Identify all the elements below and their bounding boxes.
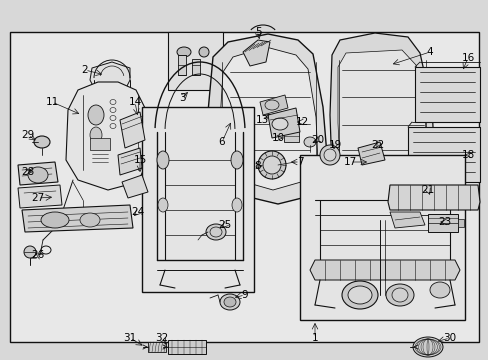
Text: 31: 31 (123, 333, 136, 343)
Ellipse shape (231, 198, 242, 212)
Bar (178, 55, 185, 75)
Text: 12: 12 (295, 117, 308, 127)
Ellipse shape (263, 156, 281, 174)
Bar (142, 107, 253, 292)
Text: 23: 23 (437, 217, 451, 227)
Polygon shape (66, 82, 148, 190)
Ellipse shape (385, 284, 413, 306)
Ellipse shape (324, 149, 335, 161)
Ellipse shape (80, 213, 100, 227)
Bar (414, 67, 479, 122)
Text: 10: 10 (271, 133, 284, 143)
Polygon shape (122, 175, 148, 198)
Text: 6: 6 (218, 137, 225, 147)
Text: 29: 29 (21, 130, 35, 140)
Text: 8: 8 (254, 161, 261, 171)
Text: 27: 27 (31, 193, 44, 203)
Text: 19: 19 (328, 140, 341, 150)
Text: 13: 13 (255, 115, 268, 125)
Bar (192, 59, 200, 75)
Text: 26: 26 (31, 250, 44, 260)
Polygon shape (207, 34, 327, 204)
Text: 14: 14 (128, 97, 142, 107)
Text: 11: 11 (45, 97, 59, 107)
Text: 24: 24 (131, 207, 144, 217)
Ellipse shape (157, 151, 169, 169)
Polygon shape (325, 155, 407, 182)
Text: 9: 9 (241, 290, 248, 300)
Ellipse shape (341, 281, 377, 309)
Text: 18: 18 (461, 150, 474, 160)
Text: 20: 20 (311, 135, 324, 145)
Text: 1: 1 (311, 333, 318, 343)
Polygon shape (118, 148, 142, 175)
Polygon shape (267, 108, 299, 138)
Bar (148, 342, 165, 352)
Bar (168, 340, 205, 354)
Polygon shape (329, 33, 434, 205)
Ellipse shape (28, 167, 48, 183)
Ellipse shape (230, 151, 243, 169)
Polygon shape (243, 40, 269, 66)
Ellipse shape (391, 288, 407, 302)
Ellipse shape (88, 105, 104, 125)
Polygon shape (260, 95, 287, 115)
Polygon shape (387, 185, 479, 210)
Polygon shape (337, 50, 427, 195)
Ellipse shape (177, 47, 191, 57)
Polygon shape (120, 112, 145, 148)
Bar (457, 219, 463, 227)
Ellipse shape (429, 282, 449, 298)
Ellipse shape (199, 47, 208, 57)
Text: 32: 32 (155, 333, 168, 343)
Bar (299, 155, 464, 320)
Polygon shape (18, 185, 62, 208)
Text: 2: 2 (81, 65, 88, 75)
Text: 7: 7 (296, 157, 303, 167)
Ellipse shape (24, 246, 36, 258)
Ellipse shape (271, 118, 287, 130)
Bar (10, 32, 478, 342)
Bar (407, 127, 479, 182)
Text: 22: 22 (370, 140, 384, 150)
Polygon shape (90, 62, 130, 88)
Bar (90, 138, 110, 150)
Text: 28: 28 (21, 167, 35, 177)
Ellipse shape (412, 337, 442, 357)
Text: 5: 5 (254, 27, 261, 37)
Text: 3: 3 (178, 93, 185, 103)
Polygon shape (357, 142, 384, 165)
Polygon shape (389, 212, 424, 228)
Text: 17: 17 (343, 157, 356, 167)
Bar (168, 32, 223, 90)
Ellipse shape (205, 224, 225, 240)
Ellipse shape (224, 297, 236, 307)
Ellipse shape (220, 294, 240, 310)
Text: 15: 15 (133, 155, 146, 165)
Polygon shape (220, 47, 317, 190)
Ellipse shape (90, 127, 102, 143)
Polygon shape (22, 205, 133, 232)
Ellipse shape (347, 286, 371, 304)
Polygon shape (18, 162, 58, 185)
Ellipse shape (258, 151, 285, 179)
Ellipse shape (41, 212, 69, 228)
Ellipse shape (304, 137, 315, 147)
Text: 4: 4 (426, 47, 432, 57)
Bar (427, 214, 457, 232)
Ellipse shape (34, 136, 50, 148)
Ellipse shape (158, 198, 168, 212)
Polygon shape (309, 260, 459, 280)
Text: 25: 25 (218, 220, 231, 230)
Ellipse shape (319, 145, 339, 165)
Text: 16: 16 (461, 53, 474, 63)
Bar (284, 130, 298, 142)
Text: 21: 21 (421, 185, 434, 195)
Text: 30: 30 (443, 333, 456, 343)
